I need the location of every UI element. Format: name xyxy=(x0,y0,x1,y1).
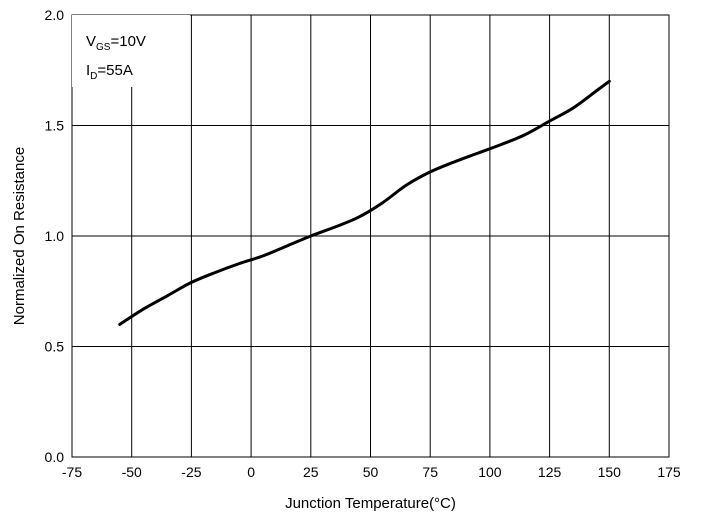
x-tick-label: -75 xyxy=(62,464,82,480)
y-tick-label: 0.0 xyxy=(45,449,65,465)
x-tick-label: 75 xyxy=(422,464,438,480)
series-layer xyxy=(118,79,611,326)
x-tick-label: 125 xyxy=(538,464,562,480)
y-tick-label: 2.0 xyxy=(45,7,65,23)
y-tick-label: 1.5 xyxy=(45,118,65,134)
y-axis-ticks: 0.0 0.5 1.0 1.5 2.0 xyxy=(45,7,65,465)
x-axis-ticks: -75 -50 -25 0 25 50 75 100 125 150 175 xyxy=(62,464,681,480)
x-tick-label: 25 xyxy=(303,464,319,480)
series-line xyxy=(118,79,611,326)
x-tick-label: -25 xyxy=(181,464,201,480)
x-axis-label: Junction Temperature(°C) xyxy=(285,495,456,512)
grid-lines xyxy=(72,15,669,457)
x-tick-label: 100 xyxy=(478,464,502,480)
y-tick-label: 0.5 xyxy=(45,339,65,355)
y-axis-label: Normalized On Resistance xyxy=(11,147,28,325)
x-tick-label: 0 xyxy=(247,464,255,480)
x-tick-label: -50 xyxy=(122,464,142,480)
plot-frame xyxy=(71,14,670,458)
x-tick-label: 175 xyxy=(657,464,681,480)
annotation-background xyxy=(72,15,190,87)
annotation-box: VGS=10V ID=55A xyxy=(72,15,190,87)
annotation-text: ID=55A xyxy=(86,62,133,82)
x-tick-label: 50 xyxy=(363,464,379,480)
annotation-text: VGS=10V xyxy=(86,33,146,53)
y-tick-label: 1.0 xyxy=(45,228,65,244)
x-tick-label: 150 xyxy=(598,464,622,480)
